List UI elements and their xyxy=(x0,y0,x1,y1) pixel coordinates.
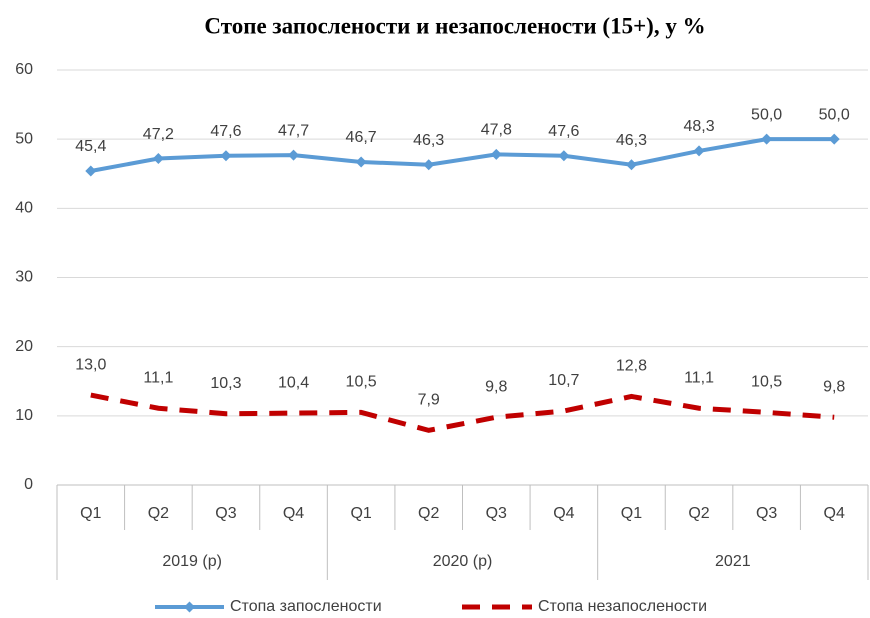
x-tick-label: Q4 xyxy=(824,505,845,522)
data-label: 47,8 xyxy=(481,122,512,139)
data-label: 7,9 xyxy=(418,392,440,409)
point-marker xyxy=(152,153,164,165)
data-label: 9,8 xyxy=(823,378,845,395)
point-marker xyxy=(558,150,570,162)
group-label: 2020 (p) xyxy=(433,553,493,570)
data-label: 47,2 xyxy=(143,126,174,143)
data-label: 10,5 xyxy=(751,374,782,391)
series-line xyxy=(90,392,835,433)
point-marker xyxy=(693,145,705,157)
point-marker xyxy=(355,156,367,168)
legend-label: Стопа незапослености xyxy=(538,598,707,615)
x-tick-label: Q2 xyxy=(418,505,439,522)
point-marker xyxy=(828,133,840,145)
data-label: 50,0 xyxy=(819,106,850,123)
x-tick-label: Q1 xyxy=(80,505,101,522)
point-marker xyxy=(423,159,435,171)
data-label: 13,0 xyxy=(75,356,106,373)
point-marker xyxy=(490,148,502,160)
data-label: 46,3 xyxy=(616,132,647,149)
group-label: 2021 xyxy=(715,553,751,570)
y-tick-label: 10 xyxy=(15,407,33,424)
data-label: 10,4 xyxy=(278,374,309,391)
y-tick-label: 60 xyxy=(15,61,33,78)
point-marker xyxy=(625,159,637,171)
data-label: 45,4 xyxy=(75,138,106,155)
x-tick-label: Q3 xyxy=(486,505,507,522)
y-tick-label: 30 xyxy=(15,269,33,286)
data-label: 12,8 xyxy=(616,358,647,375)
data-label: 50,0 xyxy=(751,106,782,123)
data-label: 10,3 xyxy=(210,375,241,392)
series-line xyxy=(90,137,835,173)
point-marker xyxy=(761,133,773,145)
data-label: 48,3 xyxy=(683,118,714,135)
x-tick-label: Q2 xyxy=(688,505,709,522)
data-label: 11,1 xyxy=(143,369,173,386)
x-tick-label: Q2 xyxy=(148,505,169,522)
legend-marker xyxy=(184,601,195,613)
x-tick-label: Q1 xyxy=(621,505,642,522)
y-tick-label: 40 xyxy=(15,200,33,217)
data-label: 10,7 xyxy=(548,372,579,389)
x-tick-label: Q4 xyxy=(553,505,574,522)
data-label: 47,7 xyxy=(278,122,309,139)
data-label: 47,6 xyxy=(548,123,579,140)
x-tick-label: Q1 xyxy=(350,505,371,522)
x-tick-label: Q3 xyxy=(215,505,236,522)
y-tick-label: 0 xyxy=(24,476,33,493)
group-label: 2019 (p) xyxy=(162,553,222,570)
data-label: 47,6 xyxy=(210,123,241,140)
point-marker xyxy=(220,150,232,162)
legend-label: Стопа запослености xyxy=(230,598,382,615)
data-label: 11,1 xyxy=(684,369,714,386)
point-marker xyxy=(85,165,97,177)
data-label: 46,7 xyxy=(346,129,377,146)
data-label: 46,3 xyxy=(413,132,444,149)
x-tick-label: Q4 xyxy=(283,505,304,522)
data-label: 9,8 xyxy=(485,378,507,395)
data-label: 10,5 xyxy=(346,374,377,391)
y-tick-label: 50 xyxy=(15,130,33,147)
x-tick-label: Q3 xyxy=(756,505,777,522)
y-tick-label: 20 xyxy=(15,338,33,355)
chart-title: Стопе запослености и незапослености (15+… xyxy=(204,13,705,38)
point-marker xyxy=(288,149,300,161)
